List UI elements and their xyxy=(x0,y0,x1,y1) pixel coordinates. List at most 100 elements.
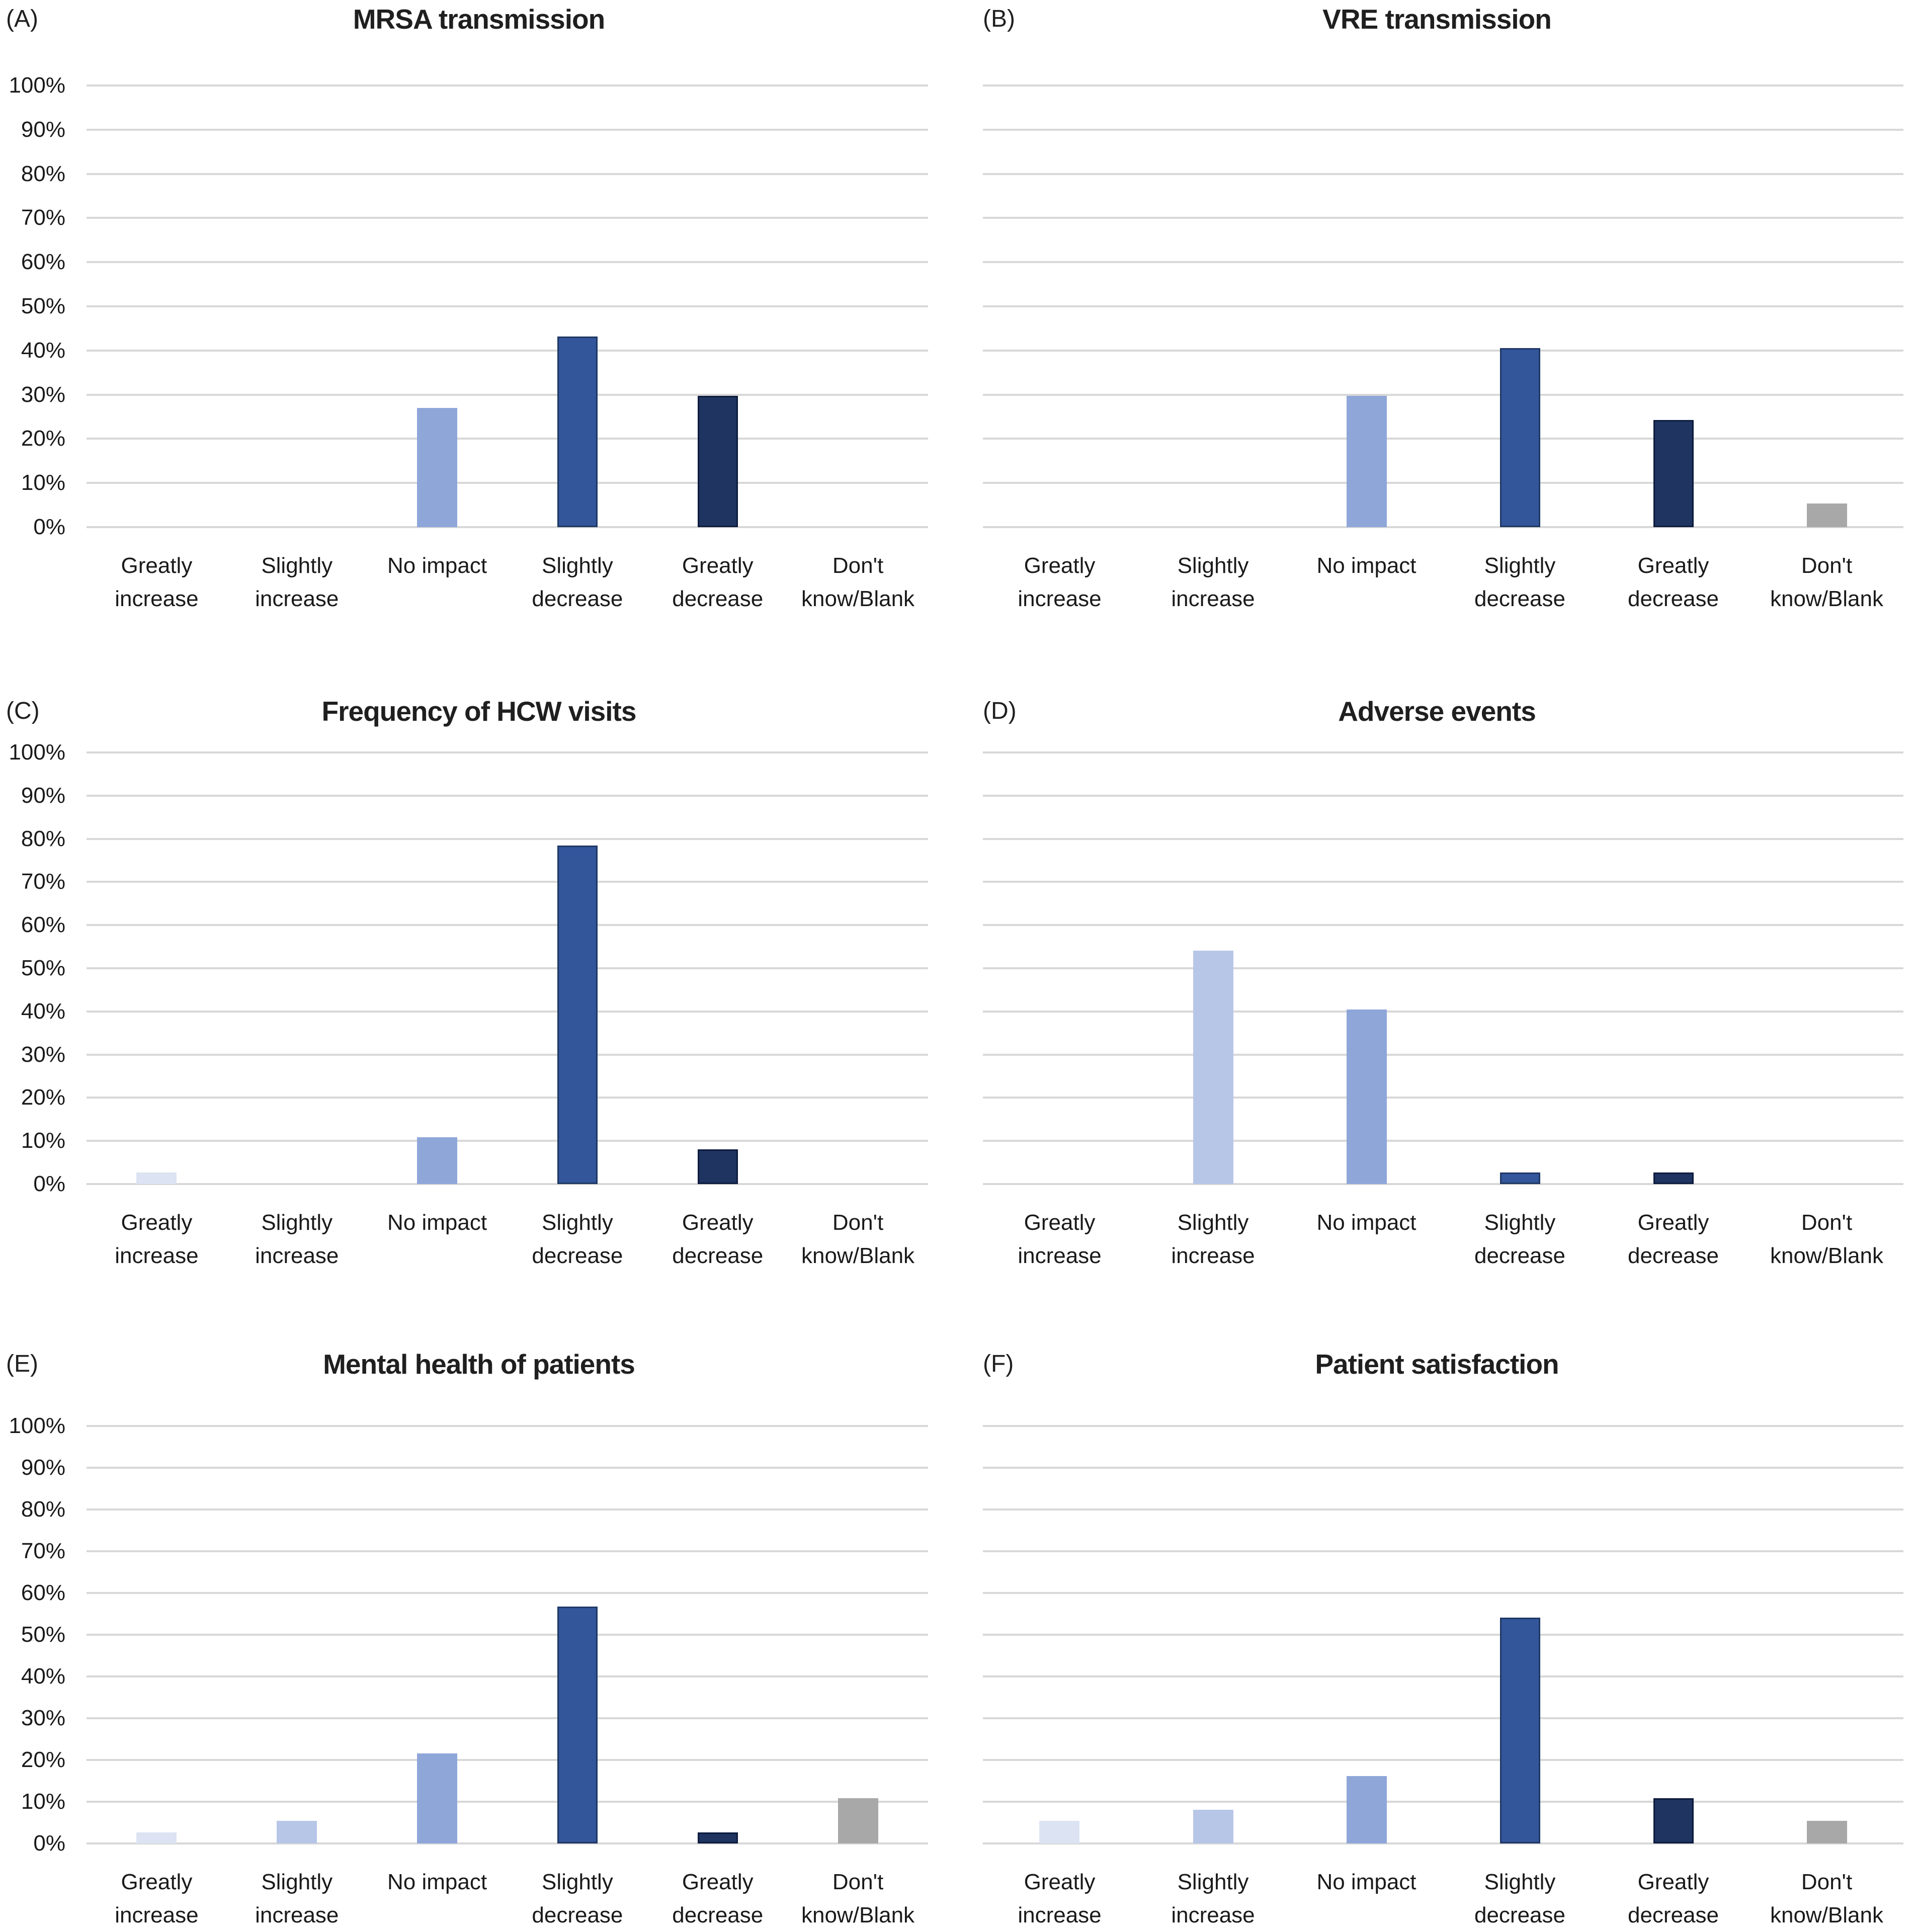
x-label-greatly-increase: Greatly increase xyxy=(87,549,227,616)
gridline xyxy=(87,305,928,307)
gridline xyxy=(983,794,1903,797)
gridline xyxy=(87,1634,928,1636)
x-label-line: decrease xyxy=(532,1903,623,1927)
x-label-line: increase xyxy=(1018,1243,1102,1268)
gridline xyxy=(87,794,928,797)
x-label-slightly-decrease: Slightly decrease xyxy=(507,1866,647,1932)
panel-mrsa-transmission: (A) MRSA transmission 0% 10% 20% 30% 40% 50% 60%… xyxy=(0,0,958,654)
x-label-line: Greatly xyxy=(121,1870,193,1894)
x-label-slightly-increase: Slightly increase xyxy=(227,549,367,616)
x-label-slightly-decrease: Slightly decrease xyxy=(1443,1866,1597,1932)
panel-title: Adverse events xyxy=(1338,696,1536,727)
bar-no-impact xyxy=(417,407,458,527)
gridline xyxy=(87,85,928,87)
gridline xyxy=(983,1010,1903,1013)
x-label-line: Greatly xyxy=(1637,1210,1709,1235)
panel-patient-satisfaction: (F) Patient satisfaction Greatly increase Sl… xyxy=(958,1308,1916,1927)
x-axis-labels: Greatly increase Slightly increase No impact… xyxy=(87,1206,928,1273)
x-label-line: Greatly xyxy=(1024,1210,1096,1235)
gridline xyxy=(87,837,928,840)
x-label-slightly-increase: Slightly increase xyxy=(227,1866,367,1932)
x-label-line: increase xyxy=(1171,1903,1255,1927)
plot-area xyxy=(983,1425,1903,1844)
x-label-line: decrease xyxy=(672,1243,764,1268)
gridline xyxy=(983,1634,1903,1636)
x-label-greatly-decrease: Greatly decrease xyxy=(1597,1866,1750,1932)
x-label-line: Greatly xyxy=(1637,1870,1709,1894)
gridline xyxy=(87,482,928,484)
x-label-line: No impact xyxy=(387,1870,487,1894)
x-label-slightly-decrease: Slightly decrease xyxy=(507,549,647,616)
x-label-no-impact: No impact xyxy=(1290,549,1443,616)
gridline xyxy=(87,1592,928,1594)
x-label-line: Slightly xyxy=(1484,1210,1556,1235)
x-label-greatly-increase: Greatly increase xyxy=(983,1206,1136,1273)
x-label-line: know/Blank xyxy=(1770,586,1883,611)
gridline xyxy=(983,1097,1903,1099)
gridline xyxy=(87,261,928,264)
y-tick-label: 90% xyxy=(21,1455,65,1480)
x-label-line: increase xyxy=(115,586,199,611)
y-axis: 0% 10% 20% 30% 40% 50% 60% 70% 80% 90% 100% xyxy=(0,73,65,539)
y-tick-label: 90% xyxy=(21,117,65,142)
gridline xyxy=(87,1467,928,1469)
x-label-line: Slightly xyxy=(1484,553,1556,578)
y-tick-label: 50% xyxy=(21,956,65,980)
x-label-line: know/Blank xyxy=(801,586,915,611)
panel-letter: (C) xyxy=(6,698,40,724)
x-label-line: Don't xyxy=(1801,553,1853,578)
x-label-line: decrease xyxy=(532,1243,623,1268)
x-label-line: Slightly xyxy=(1177,553,1249,578)
x-label-line: Don't xyxy=(1801,1870,1853,1894)
gridline xyxy=(87,438,928,440)
panel-letter: (B) xyxy=(983,6,1015,32)
gridline xyxy=(983,1550,1903,1552)
gridline xyxy=(983,967,1903,969)
x-label-greatly-decrease: Greatly decrease xyxy=(647,1866,788,1932)
y-tick-label: 40% xyxy=(21,1664,65,1689)
x-axis-labels: Greatly increase Slightly increase No impact… xyxy=(983,1206,1903,1273)
y-tick-label: 100% xyxy=(9,740,65,765)
gridline xyxy=(983,173,1903,175)
gridline xyxy=(983,1425,1903,1427)
gridline xyxy=(87,1010,928,1013)
x-label-line: decrease xyxy=(1474,586,1565,611)
panel-letter: (F) xyxy=(983,1351,1014,1377)
gridline xyxy=(87,751,928,753)
bar-slightly-decrease xyxy=(557,1606,598,1843)
x-label-line: No impact xyxy=(1316,1870,1417,1894)
y-tick-label: 70% xyxy=(21,869,65,894)
x-label-line: Slightly xyxy=(261,1870,333,1894)
gridline xyxy=(983,393,1903,396)
gridline xyxy=(87,217,928,219)
x-axis-labels: Greatly increase Slightly increase No impact… xyxy=(87,1866,928,1932)
gridline xyxy=(87,1759,928,1761)
x-label-line: know/Blank xyxy=(801,1243,915,1268)
y-tick-label: 0% xyxy=(33,1831,65,1856)
x-label-line: Greatly xyxy=(682,1870,754,1894)
x-label-line: decrease xyxy=(672,586,764,611)
x-label-line: Greatly xyxy=(121,1210,193,1235)
gridline xyxy=(983,924,1903,927)
x-label-line: Slightly xyxy=(261,553,333,578)
gridline xyxy=(983,438,1903,440)
bar-greatly-increase xyxy=(136,1172,177,1184)
x-label-line: Greatly xyxy=(1024,1870,1096,1894)
x-label-don-t-know-blank: Don't know/Blank xyxy=(788,1206,928,1273)
panel-title: Frequency of HCW visits xyxy=(321,696,637,727)
bar-no-impact xyxy=(1346,1009,1387,1184)
gridline xyxy=(983,881,1903,883)
gridline xyxy=(87,1097,928,1099)
x-label-greatly-decrease: Greatly decrease xyxy=(647,1206,788,1273)
y-tick-label: 100% xyxy=(9,1413,65,1438)
x-label-no-impact: No impact xyxy=(367,1866,508,1932)
x-label-line: know/Blank xyxy=(1770,1903,1883,1927)
bar-greatly-decrease xyxy=(1653,1798,1694,1843)
gridline xyxy=(983,1801,1903,1803)
y-tick-label: 60% xyxy=(21,912,65,938)
gridline xyxy=(87,1550,928,1552)
gridline xyxy=(983,305,1903,307)
bar-slightly-decrease xyxy=(557,846,598,1184)
bar-no-impact xyxy=(1346,396,1387,527)
